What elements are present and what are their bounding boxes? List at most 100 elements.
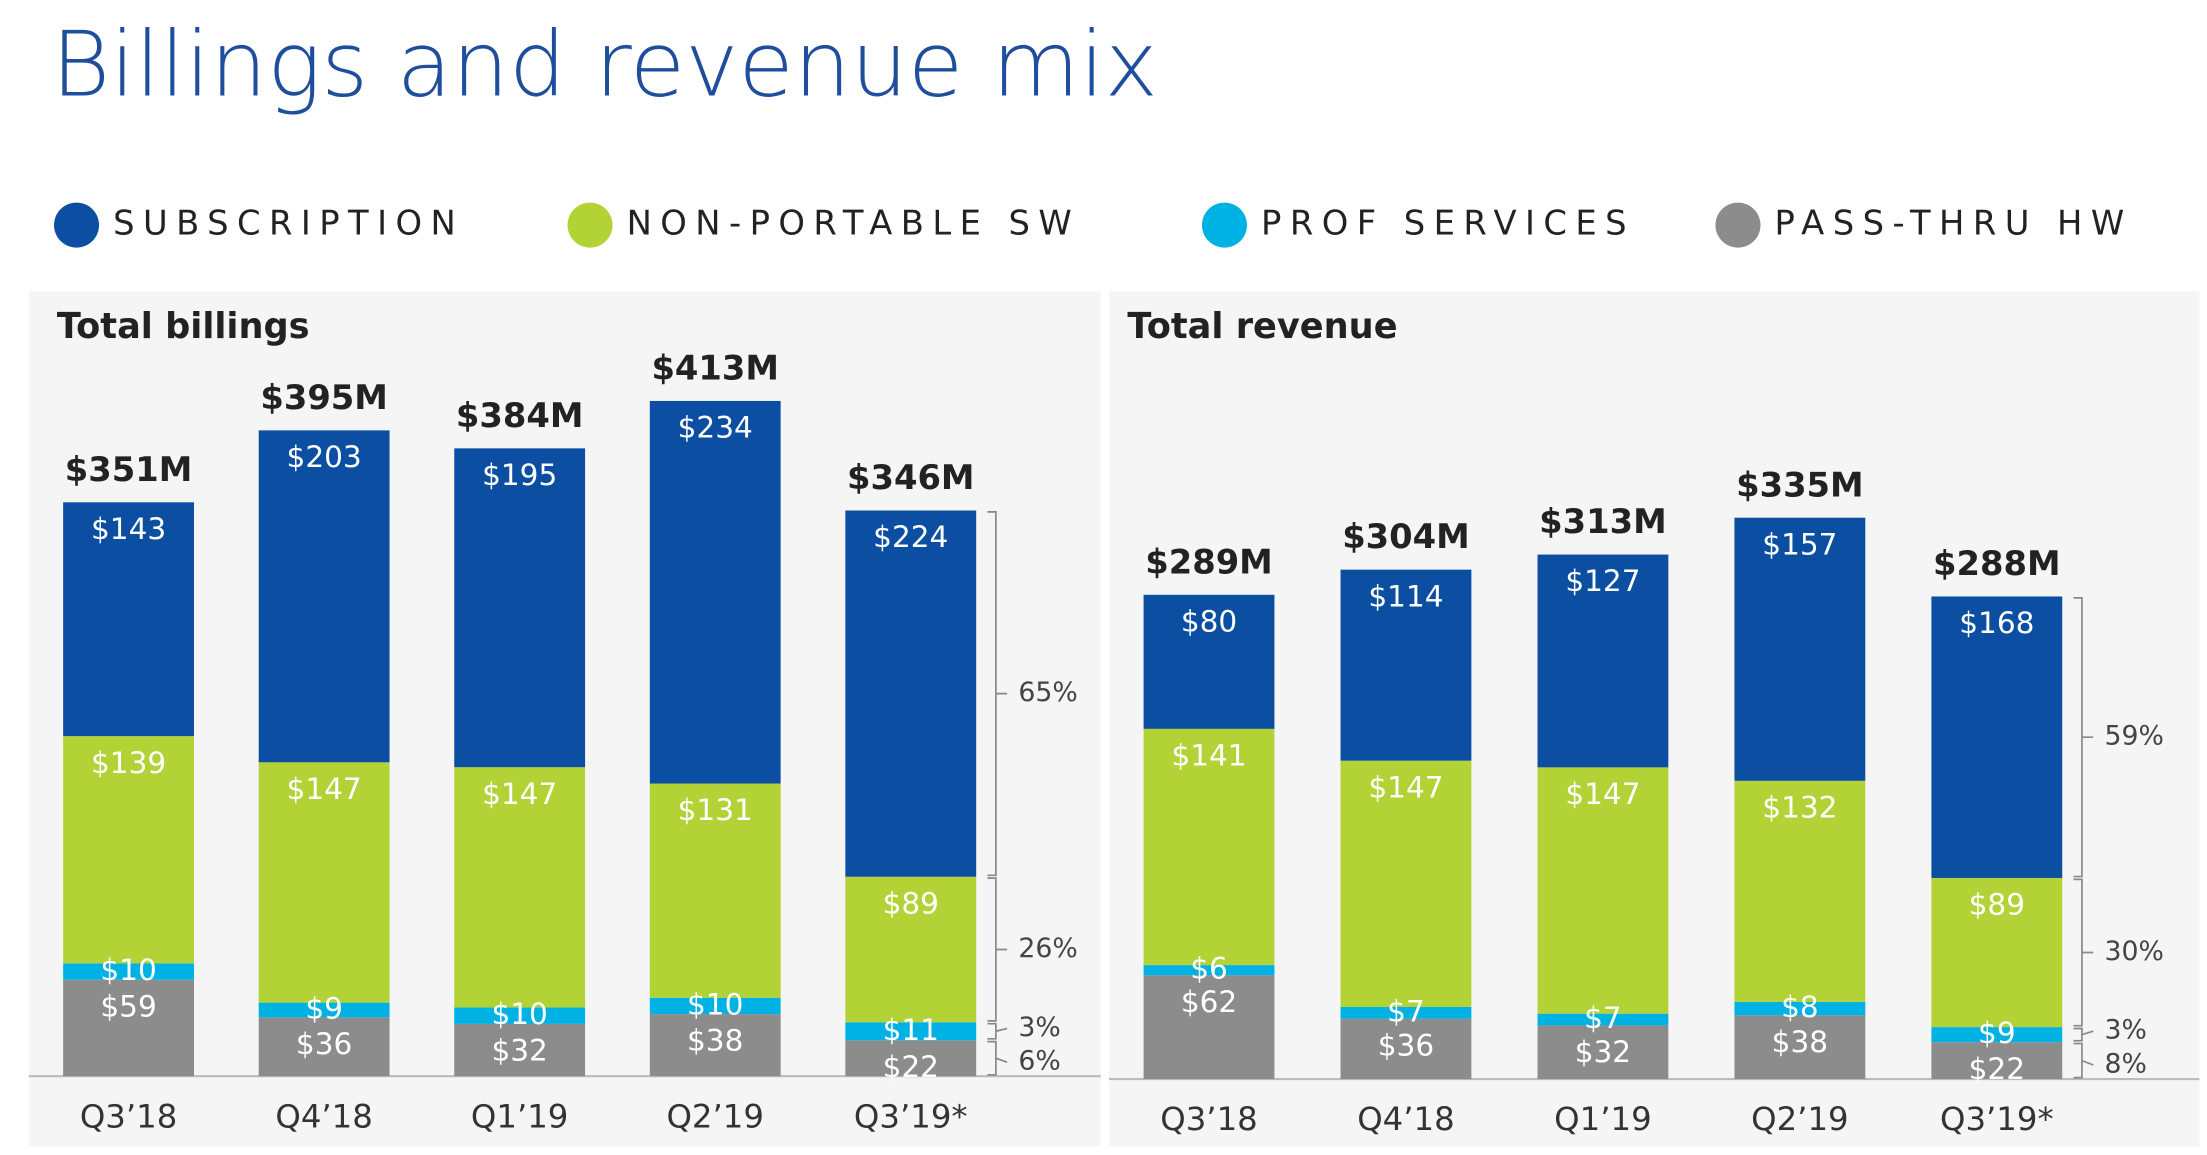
share-brace bbox=[987, 877, 1008, 1022]
value-label: $143 bbox=[91, 512, 166, 546]
bar-segment bbox=[845, 1040, 977, 1077]
bar-segment bbox=[1537, 1025, 1669, 1080]
value-label: $147 bbox=[1368, 770, 1443, 804]
share-label: 59% bbox=[2104, 721, 2163, 752]
total-label: $413M bbox=[651, 348, 779, 387]
chart-title: Total revenue bbox=[1127, 306, 1397, 347]
bar-segment bbox=[63, 736, 194, 964]
bar-segment bbox=[63, 502, 194, 737]
bar-segment bbox=[649, 1014, 781, 1077]
bar-segment bbox=[1340, 569, 1472, 761]
x-tick-label: Q3’18 bbox=[1160, 1100, 1257, 1138]
x-tick-label: Q4’18 bbox=[1357, 1100, 1454, 1138]
legend-swatch bbox=[1715, 202, 1761, 248]
bar-segment bbox=[1143, 965, 1275, 976]
legend-label: PASS-THRU HW bbox=[1775, 204, 2133, 243]
value-label: $38 bbox=[1772, 1025, 1828, 1059]
bar-segment bbox=[454, 1007, 586, 1024]
bar-segment bbox=[1734, 780, 1866, 1002]
value-label: $62 bbox=[1181, 985, 1237, 1019]
bar-segment bbox=[649, 783, 781, 998]
bar-segment bbox=[258, 1017, 390, 1077]
bar-segment bbox=[1931, 1042, 2063, 1080]
total-label: $346M bbox=[847, 458, 975, 497]
share-label: 3% bbox=[1018, 1012, 1060, 1043]
bar-segment bbox=[1931, 1027, 2063, 1043]
total-label: $289M bbox=[1145, 542, 1273, 581]
x-tick-label: Q2’19 bbox=[1751, 1100, 1848, 1138]
value-label: $224 bbox=[873, 520, 948, 554]
share-brace bbox=[987, 1040, 1008, 1076]
x-tick-label: Q2’19 bbox=[666, 1097, 763, 1135]
value-label: $11 bbox=[883, 1013, 939, 1047]
x-tick-label: Q3’19* bbox=[854, 1097, 968, 1135]
page-title: Billings and revenue mix bbox=[51, 12, 1158, 117]
value-label: $9 bbox=[1978, 1016, 2016, 1050]
legend-swatch bbox=[1201, 202, 1247, 248]
share-brace bbox=[2073, 878, 2094, 1027]
total-label: $351M bbox=[65, 450, 193, 489]
value-label: $147 bbox=[287, 772, 362, 806]
legend-label: NON-PORTABLE SW bbox=[627, 204, 1081, 243]
total-label: $304M bbox=[1342, 517, 1470, 556]
chart-title: Total billings bbox=[57, 306, 310, 347]
value-label: $59 bbox=[100, 989, 156, 1023]
value-label: $168 bbox=[1959, 606, 2034, 640]
bar-segment bbox=[1931, 596, 2063, 878]
value-label: $7 bbox=[1584, 1001, 1622, 1035]
bar-segment bbox=[1340, 760, 1472, 1007]
bar-segment bbox=[1143, 975, 1275, 1080]
total-label: $395M bbox=[260, 378, 388, 417]
bar-segment bbox=[1537, 554, 1669, 768]
bar-segment bbox=[63, 963, 194, 980]
x-tick-label: Q3’18 bbox=[80, 1097, 177, 1135]
share-label: 65% bbox=[1018, 677, 1077, 708]
bar-segment bbox=[1734, 1015, 1866, 1080]
total-label: $288M bbox=[1933, 544, 2061, 583]
x-tick-label: Q1’19 bbox=[471, 1097, 568, 1135]
bar-segment bbox=[1931, 877, 2063, 1028]
share-label: 6% bbox=[1018, 1046, 1060, 1077]
total-label: $384M bbox=[456, 396, 584, 435]
value-label: $195 bbox=[482, 458, 557, 492]
legend-swatch bbox=[567, 202, 613, 248]
share-label: 30% bbox=[2104, 936, 2163, 967]
value-label: $203 bbox=[287, 440, 362, 474]
value-label: $131 bbox=[678, 793, 753, 827]
value-label: $9 bbox=[305, 991, 343, 1025]
bar-segment bbox=[258, 430, 390, 763]
x-tick-label: Q1’19 bbox=[1554, 1100, 1651, 1138]
bar-segment bbox=[649, 997, 781, 1015]
value-label: $234 bbox=[678, 411, 753, 445]
value-label: $7 bbox=[1387, 994, 1425, 1028]
bar-segment bbox=[258, 762, 390, 1003]
value-label: $157 bbox=[1762, 527, 1837, 561]
value-label: $38 bbox=[687, 1024, 743, 1058]
share-brace bbox=[987, 1022, 1008, 1040]
share-brace bbox=[2073, 597, 2094, 878]
bar-segment bbox=[1143, 728, 1275, 966]
bar-segment bbox=[454, 448, 586, 768]
bar-segment bbox=[258, 1002, 390, 1018]
value-label: $80 bbox=[1181, 604, 1237, 638]
legend-swatch bbox=[54, 202, 100, 248]
bar-segment bbox=[454, 767, 586, 1008]
value-label: $147 bbox=[482, 777, 557, 811]
value-label: $10 bbox=[100, 953, 156, 987]
share-brace bbox=[2073, 1027, 2094, 1042]
bar-segment bbox=[845, 510, 977, 877]
value-label: $139 bbox=[91, 746, 166, 780]
share-label: 26% bbox=[1018, 933, 1077, 964]
bar-segment bbox=[1143, 594, 1275, 729]
value-label: $127 bbox=[1565, 564, 1640, 598]
share-brace bbox=[2073, 1042, 2094, 1079]
total-label: $335M bbox=[1736, 465, 1864, 504]
bar-segment bbox=[649, 400, 781, 784]
value-label: $22 bbox=[883, 1050, 939, 1084]
legend-label: SUBSCRIPTION bbox=[113, 204, 464, 243]
share-label: 3% bbox=[2104, 1015, 2146, 1046]
value-label: $36 bbox=[296, 1027, 352, 1061]
share-brace bbox=[987, 511, 1008, 877]
